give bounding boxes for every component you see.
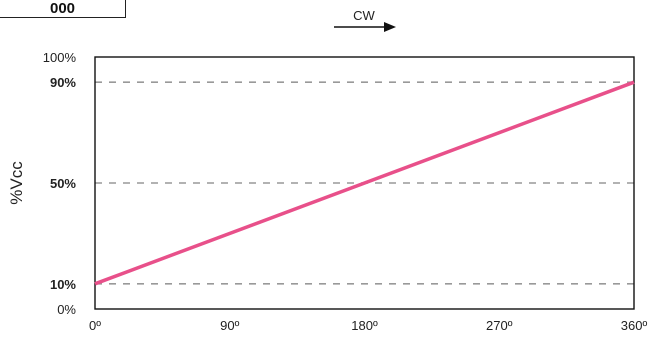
y-tick-label: 10% xyxy=(50,277,76,292)
x-tick-label: 0º xyxy=(89,318,101,333)
direction-indicator: CW xyxy=(334,8,396,32)
y-tick-label: 50% xyxy=(50,176,76,191)
y-tick-label: 90% xyxy=(50,75,76,90)
arrow-right-icon xyxy=(334,22,396,32)
plot-frame xyxy=(94,56,635,310)
x-tick-label: 360º xyxy=(621,318,648,333)
y-tick-label: 0% xyxy=(57,302,76,317)
x-tick-label: 180º xyxy=(351,318,378,333)
code-badge: 000 xyxy=(0,0,126,18)
x-tick-label: 270º xyxy=(486,318,513,333)
y-tick-label: 100% xyxy=(43,50,77,65)
y-axis-label: %Vcc xyxy=(7,161,26,205)
series-line-0 xyxy=(94,80,635,286)
x-tick-label: 90º xyxy=(220,318,239,333)
direction-label: CW xyxy=(353,8,375,23)
